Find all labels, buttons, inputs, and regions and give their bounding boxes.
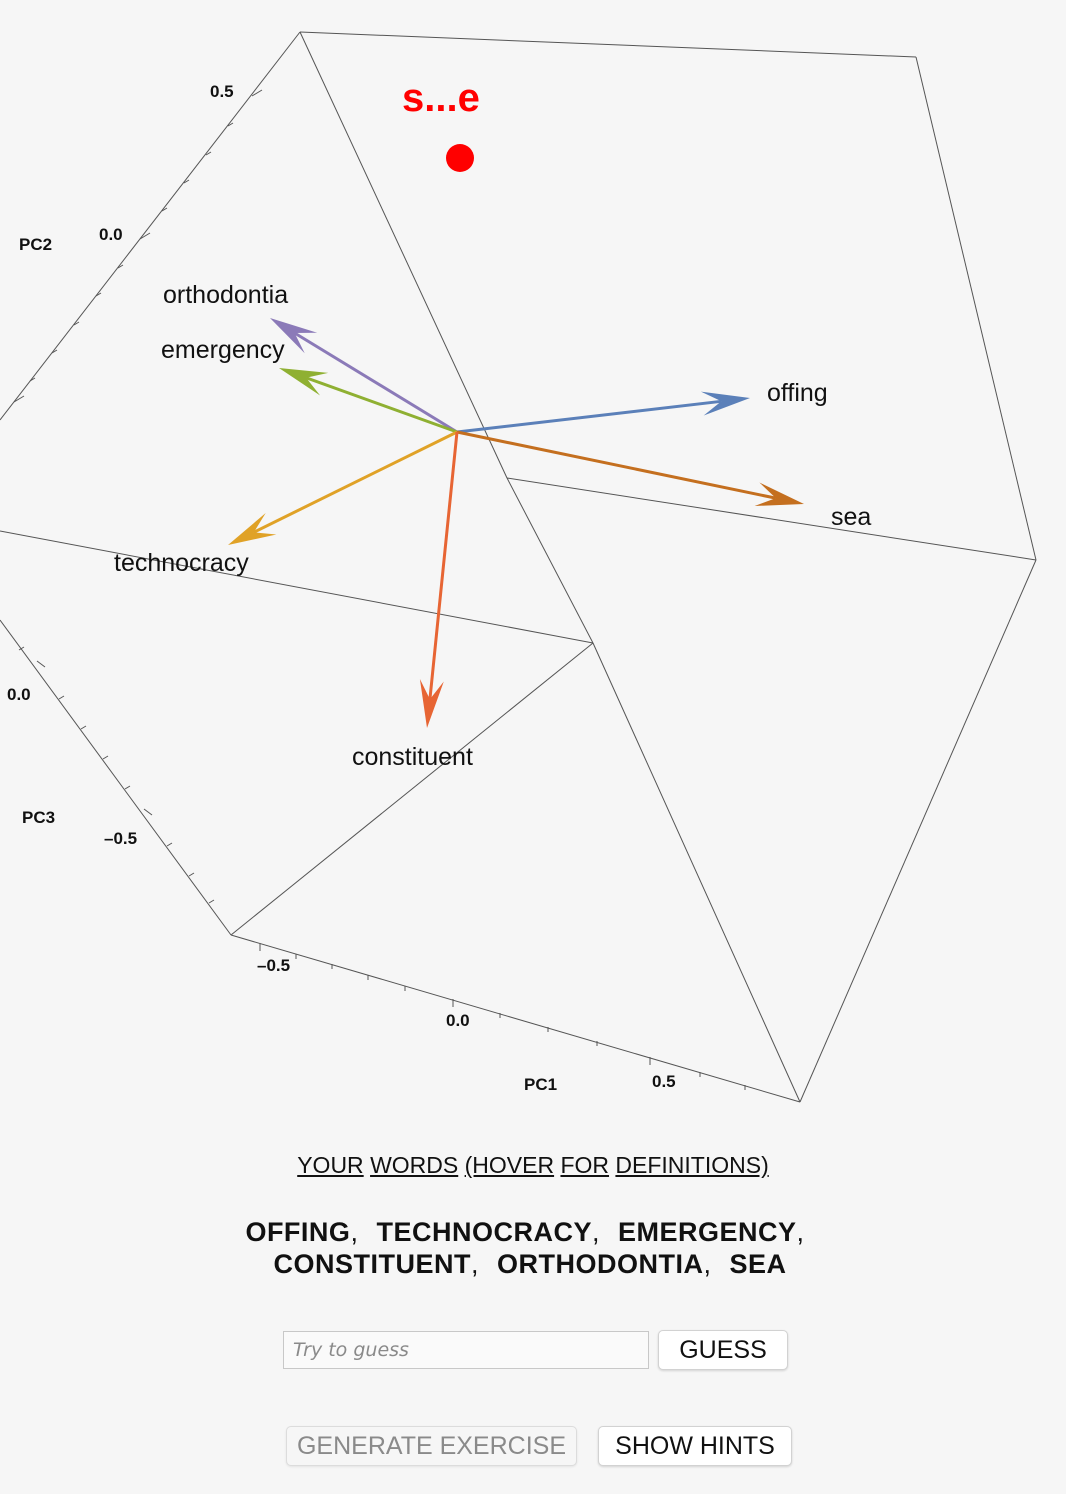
pc1-tick-label: 0.0 — [446, 1011, 470, 1030]
pc3-tick-label: 0.0 — [7, 685, 31, 704]
header-word: YOUR — [297, 1152, 364, 1178]
pc2-axis-label: PC2 — [19, 235, 52, 254]
word-vectors — [228, 318, 804, 728]
vector-arrowhead-constituent — [419, 679, 444, 728]
vector-line-emergency — [305, 376, 458, 434]
pc2-tick-label: 0.0 — [99, 225, 123, 244]
pc1-tick-label: 0.5 — [652, 1072, 676, 1091]
vector-line-sea — [456, 430, 777, 500]
header-word: FOR — [560, 1152, 610, 1178]
vector-arrowhead-technocracy — [228, 513, 277, 545]
vector-arrowhead-emergency — [279, 368, 329, 396]
word-item[interactable]: CONSTITUENT — [273, 1249, 471, 1279]
header-word: WORDS — [370, 1152, 459, 1178]
guess-button[interactable]: GUESS — [658, 1330, 788, 1370]
pc3-axis-label: PC3 — [22, 808, 55, 827]
word-item[interactable]: OFFING — [245, 1217, 351, 1247]
word-list-line: CONSTITUENT, ORTHODONTIA, SEA — [273, 1249, 787, 1279]
vector-label-emergency[interactable]: emergency — [161, 336, 285, 364]
tick-marks — [13, 89, 746, 1090]
vector-arrowhead-offing — [700, 391, 750, 416]
header-word: (HOVER — [464, 1152, 555, 1178]
word-item[interactable]: SEA — [729, 1249, 787, 1279]
bounding-box — [0, 31, 1037, 1103]
vector-line-constituent — [428, 431, 459, 700]
your-words-header: YOUR WORDS (HOVER FOR DEFINITIONS) — [0, 1152, 1066, 1179]
word-list-line: OFFING, TECHNOCRACY, EMERGENCY, — [245, 1217, 805, 1247]
generate-exercise-button[interactable]: GENERATE EXERCISE — [286, 1426, 577, 1466]
target-word-hint: s...e — [402, 76, 480, 120]
header-word: DEFINITIONS) — [615, 1152, 769, 1178]
vector-arrowhead-sea — [754, 482, 804, 506]
show-hints-button[interactable]: SHOW HINTS — [598, 1426, 792, 1466]
vector-line-technocracy — [253, 430, 458, 534]
guess-input[interactable] — [283, 1331, 649, 1369]
word-item[interactable]: TECHNOCRACY — [376, 1217, 592, 1247]
vector-label-orthodontia[interactable]: orthodontia — [163, 281, 288, 309]
word-list: OFFING, TECHNOCRACY, EMERGENCY, CONSTITU… — [150, 1216, 910, 1280]
vector-line-orthodontia — [293, 331, 458, 434]
pc3-tick-label: –0.5 — [104, 829, 137, 848]
pc2-tick-label: 0.5 — [210, 82, 234, 101]
vector-line-offing — [456, 399, 722, 434]
vector-label-constituent[interactable]: constituent — [352, 743, 473, 771]
pca-3d-plot[interactable]: PC2 PC3 PC1 0.5 0.0 0.0 –0.5 –0.5 0.0 0.… — [0, 0, 1066, 1110]
vector-arrowhead-orthodontia — [270, 318, 318, 354]
word-item[interactable]: EMERGENCY — [618, 1217, 797, 1247]
vector-label-technocracy[interactable]: technocracy — [114, 549, 249, 577]
target-point[interactable] — [446, 144, 474, 172]
word-item[interactable]: ORTHODONTIA — [496, 1249, 704, 1279]
pc1-axis-label: PC1 — [524, 1075, 557, 1094]
pc1-tick-label: –0.5 — [257, 956, 290, 975]
vector-label-offing[interactable]: offing — [767, 379, 828, 407]
vector-label-sea[interactable]: sea — [831, 503, 871, 531]
